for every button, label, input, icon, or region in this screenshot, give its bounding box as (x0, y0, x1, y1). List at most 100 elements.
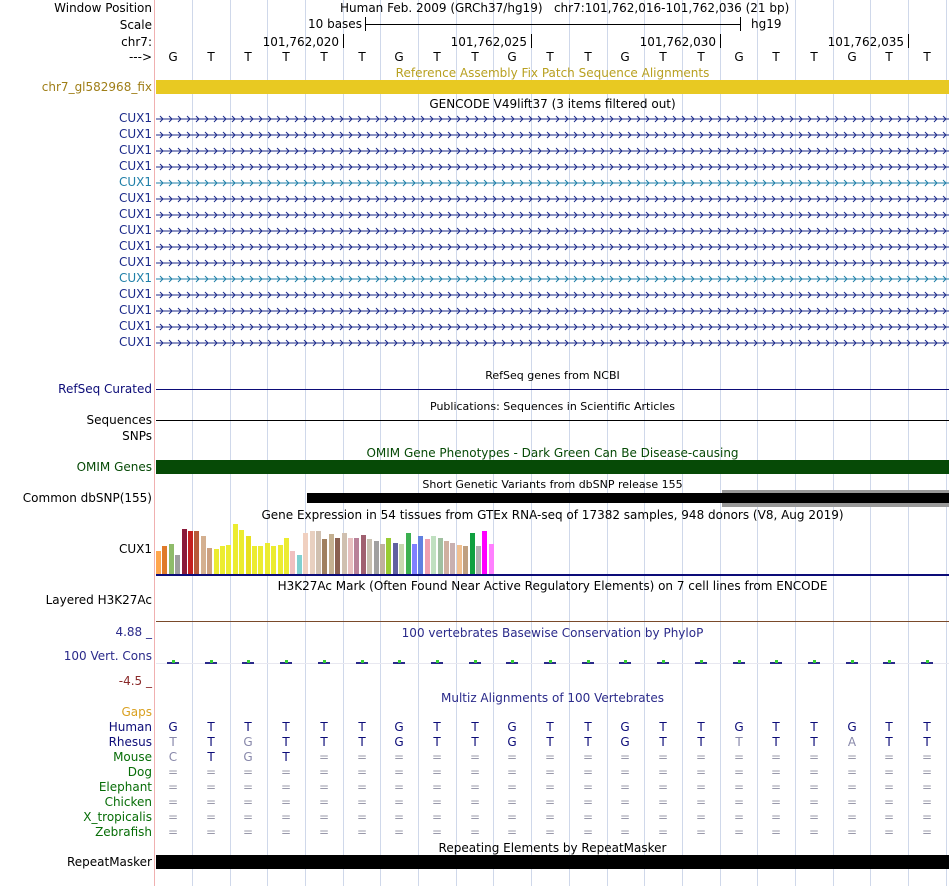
snps-label[interactable]: SNPs (122, 429, 152, 443)
multiz-base[interactable]: = (921, 750, 933, 764)
multiz-species-label[interactable]: Chicken (104, 795, 152, 809)
multiz-base[interactable]: = (808, 765, 820, 779)
phylop-mark[interactable] (393, 662, 405, 664)
gencode-item-label[interactable]: CUX1 (118, 255, 152, 269)
multiz-base[interactable]: = (167, 825, 179, 839)
gtex-tissue-bar[interactable] (303, 533, 308, 574)
multiz-base[interactable]: = (733, 810, 745, 824)
gtex-tissue-bar[interactable] (406, 533, 411, 574)
gtex-tissue-bar[interactable] (220, 546, 225, 574)
multiz-base[interactable]: G (734, 720, 744, 734)
gtex-tissue-bar[interactable] (297, 555, 302, 574)
multiz-base[interactable]: G (507, 720, 517, 734)
multiz-base[interactable]: T (923, 735, 931, 749)
phylop-mark-green[interactable] (888, 660, 891, 663)
dbsnp-variant-bar-gray-top[interactable] (722, 490, 949, 493)
multiz-base[interactable]: = (544, 795, 556, 809)
multiz-base[interactable]: = (469, 765, 481, 779)
multiz-base[interactable]: = (431, 780, 443, 794)
multiz-base[interactable]: G (168, 720, 178, 734)
multiz-base[interactable]: = (469, 780, 481, 794)
multiz-base[interactable]: = (582, 765, 594, 779)
gtex-tissue-bar[interactable] (233, 524, 238, 574)
publications-label[interactable]: Sequences (86, 413, 152, 427)
gtex-tissue-bar[interactable] (271, 546, 276, 574)
reference-base[interactable]: G (168, 50, 178, 64)
multiz-base[interactable]: T (471, 735, 479, 749)
gencode-transcript[interactable] (156, 191, 949, 206)
multiz-base[interactable]: T (885, 720, 893, 734)
gencode-transcript[interactable] (156, 159, 949, 174)
reference-base[interactable]: T (810, 50, 818, 64)
reference-base[interactable]: T (244, 50, 252, 64)
phylop-mark-green[interactable] (210, 660, 213, 663)
phylop-mark[interactable] (582, 662, 594, 664)
gtex-tissue-bar[interactable] (399, 544, 404, 574)
gtex-tissue-bar[interactable] (348, 538, 353, 574)
phylop-mark-green[interactable] (398, 660, 401, 663)
phylop-mark[interactable] (883, 662, 895, 664)
reference-base[interactable]: T (471, 50, 479, 64)
gtex-tissue-bar[interactable] (482, 531, 487, 574)
phylop-mark-green[interactable] (851, 660, 854, 663)
gtex-tissue-bar[interactable] (156, 551, 161, 574)
multiz-base[interactable]: = (770, 750, 782, 764)
multiz-base[interactable]: = (393, 810, 405, 824)
gtex-tissue-bar[interactable] (418, 536, 423, 574)
reference-base[interactable]: T (433, 50, 441, 64)
multiz-base[interactable]: = (582, 810, 594, 824)
multiz-base[interactable]: = (695, 795, 707, 809)
multiz-base[interactable]: = (808, 780, 820, 794)
multiz-base[interactable]: = (657, 795, 669, 809)
phylop-mark-green[interactable] (172, 660, 175, 663)
reference-base[interactable]: T (659, 50, 667, 64)
multiz-base[interactable]: = (921, 765, 933, 779)
gencode-item-label[interactable]: CUX1 (118, 143, 152, 157)
multiz-base[interactable]: = (808, 750, 820, 764)
multiz-base[interactable]: = (393, 825, 405, 839)
gencode-item-label[interactable]: CUX1 (118, 127, 152, 141)
gtex-tissue-bar[interactable] (438, 538, 443, 574)
gencode-transcript[interactable] (156, 255, 949, 270)
multiz-base[interactable]: = (770, 795, 782, 809)
multiz-base[interactable]: = (846, 780, 858, 794)
reference-base[interactable]: G (507, 50, 517, 64)
gtex-tissue-bar[interactable] (258, 546, 263, 574)
multiz-base[interactable]: = (318, 825, 330, 839)
multiz-base[interactable]: = (205, 780, 217, 794)
multiz-base[interactable]: T (810, 735, 818, 749)
gtex-tissue-bar[interactable] (367, 539, 372, 574)
multiz-base[interactable]: = (770, 765, 782, 779)
phylop-mark[interactable] (921, 662, 933, 664)
gencode-item-label[interactable]: CUX1 (118, 335, 152, 349)
reference-base[interactable]: T (282, 50, 290, 64)
multiz-base[interactable]: T (697, 720, 705, 734)
multiz-base[interactable]: = (469, 825, 481, 839)
multiz-base[interactable]: = (242, 810, 254, 824)
multiz-base[interactable]: = (318, 750, 330, 764)
multiz-base[interactable]: = (356, 780, 368, 794)
publications-line[interactable] (156, 420, 949, 421)
multiz-base[interactable]: = (619, 765, 631, 779)
reference-base[interactable]: T (697, 50, 705, 64)
gencode-item-label[interactable]: CUX1 (118, 191, 152, 205)
multiz-base[interactable]: T (207, 720, 215, 734)
multiz-base[interactable]: = (506, 795, 518, 809)
multiz-base[interactable]: = (657, 750, 669, 764)
multiz-base[interactable]: T (772, 720, 780, 734)
multiz-base[interactable]: = (695, 765, 707, 779)
multiz-base[interactable]: = (506, 825, 518, 839)
multiz-base[interactable]: = (242, 780, 254, 794)
gtex-tissue-bar[interactable] (342, 533, 347, 574)
refseq-label[interactable]: RefSeq Curated (58, 382, 152, 396)
reference-base[interactable]: G (847, 50, 857, 64)
multiz-base[interactable]: = (393, 765, 405, 779)
multiz-species-label[interactable]: Rhesus (108, 735, 152, 749)
multiz-base[interactable]: = (506, 765, 518, 779)
gencode-item-label[interactable]: CUX1 (118, 111, 152, 125)
gtex-tissue-bar[interactable] (207, 548, 212, 574)
gencode-transcript[interactable] (156, 319, 949, 334)
gtex-bars[interactable] (156, 522, 949, 574)
phylop-mark[interactable] (544, 662, 556, 664)
multiz-base[interactable]: = (921, 810, 933, 824)
